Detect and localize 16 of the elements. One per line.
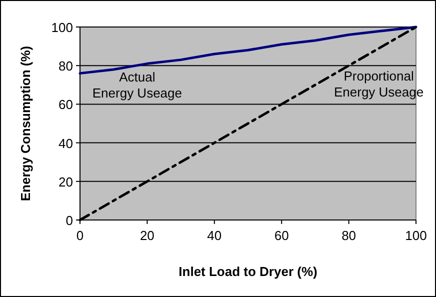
series-label: Actual Energy Useage [92,70,182,101]
x-tick-label: 80 [342,228,356,243]
series-label: Proportional Energy Useage [334,68,424,100]
x-tick-label: 40 [207,228,222,243]
y-tick-label: 20 [58,174,73,190]
x-tick-label: 60 [274,228,289,243]
x-axis-title: Inlet Load to Dryer (%) [178,264,318,279]
x-tick-label: 20 [140,228,154,243]
x-tick-label: 100 [405,228,427,243]
y-tick-label: 80 [58,58,73,74]
y-axis-title: Energy Consumption (%) [18,46,33,202]
y-tick-label: 60 [58,97,73,112]
x-tick-label: 0 [76,228,84,243]
y-tick-label: 40 [58,136,73,151]
y-tick-label: 100 [51,20,73,35]
y-tick-label: 0 [66,213,73,228]
